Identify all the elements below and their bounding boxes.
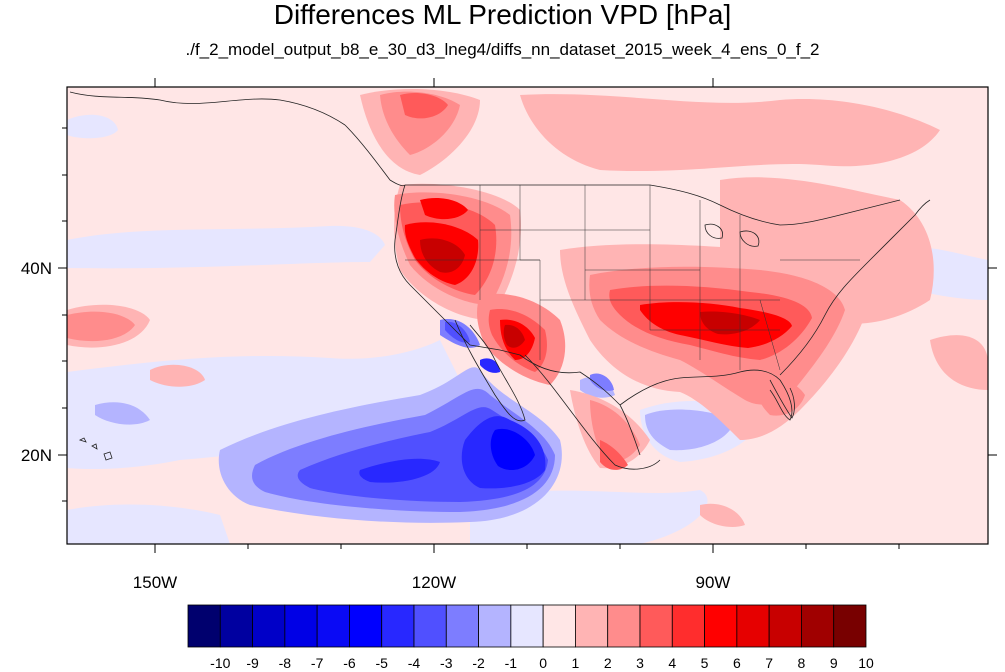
colorbar-swatch [704, 604, 738, 648]
colorbar-label: -2 [472, 655, 485, 671]
colorbar-swatch [187, 604, 221, 648]
colorbar-swatch [284, 604, 318, 648]
colorbar-swatch [349, 604, 383, 648]
colorbar-label: -10 [210, 655, 230, 671]
colorbar-label: -6 [343, 655, 356, 671]
colorbar-label: 0 [539, 655, 547, 671]
colorbar-swatch [833, 604, 867, 648]
colorbar-swatch [607, 604, 641, 648]
colorbar-swatch [768, 604, 802, 648]
colorbar-swatch [381, 604, 415, 648]
colorbar-label: -8 [279, 655, 292, 671]
colorbar-label: 4 [668, 655, 676, 671]
coastlines [69, 91, 931, 470]
colorbar-label: 7 [765, 655, 773, 671]
colorbar-label: 10 [858, 655, 874, 671]
colorbar-swatch [413, 604, 447, 648]
colorbar-label: -3 [440, 655, 453, 671]
x-tick-label: 150W [133, 573, 177, 592]
colorbar-label: -5 [375, 655, 388, 671]
colorbar-swatch [510, 604, 544, 648]
colorbar-swatch [478, 604, 512, 648]
colorbar-label: 6 [733, 655, 741, 671]
colorbar-label: 8 [798, 655, 806, 671]
colorbar-label: -1 [505, 655, 518, 671]
state-lines [405, 185, 860, 371]
colorbar-label: -4 [408, 655, 421, 671]
colorbar-swatch [219, 604, 253, 648]
colorbar-label: 3 [636, 655, 644, 671]
colorbar-label: -9 [246, 655, 259, 671]
colorbar-swatch [252, 604, 286, 648]
colorbar-swatch [316, 604, 350, 648]
colorbar: -10 -9 -8 -7 -6 -5 -4 -3 -2 -1 0 1 2 3 4 5 6 7 8 9 10 [187, 604, 874, 671]
y-tick-label: 40N [21, 259, 52, 278]
colorbar-label: 1 [572, 655, 580, 671]
colorbar-swatch [671, 604, 705, 648]
map-subtitle: ./f_2_model_output_b8_e_30_d3_lneg4/diff… [185, 40, 820, 59]
y-tick-label: 20N [21, 446, 52, 465]
axis-ticks [58, 78, 997, 553]
colorbar-swatch [575, 604, 609, 648]
colorbar-swatch [639, 604, 673, 648]
colorbar-label: -7 [311, 655, 324, 671]
colorbar-label: 9 [830, 655, 838, 671]
contour-field [67, 88, 988, 544]
map-title: Differences ML Prediction VPD [hPa] [273, 0, 732, 30]
colorbar-swatch [445, 604, 479, 648]
colorbar-label: 5 [701, 655, 709, 671]
colorbar-label: 2 [604, 655, 612, 671]
colorbar-swatch [801, 604, 835, 648]
colorbar-swatch [736, 604, 770, 648]
x-tick-label: 90W [696, 573, 731, 592]
x-tick-label: 120W [412, 573, 456, 592]
colorbar-swatch [542, 604, 576, 648]
